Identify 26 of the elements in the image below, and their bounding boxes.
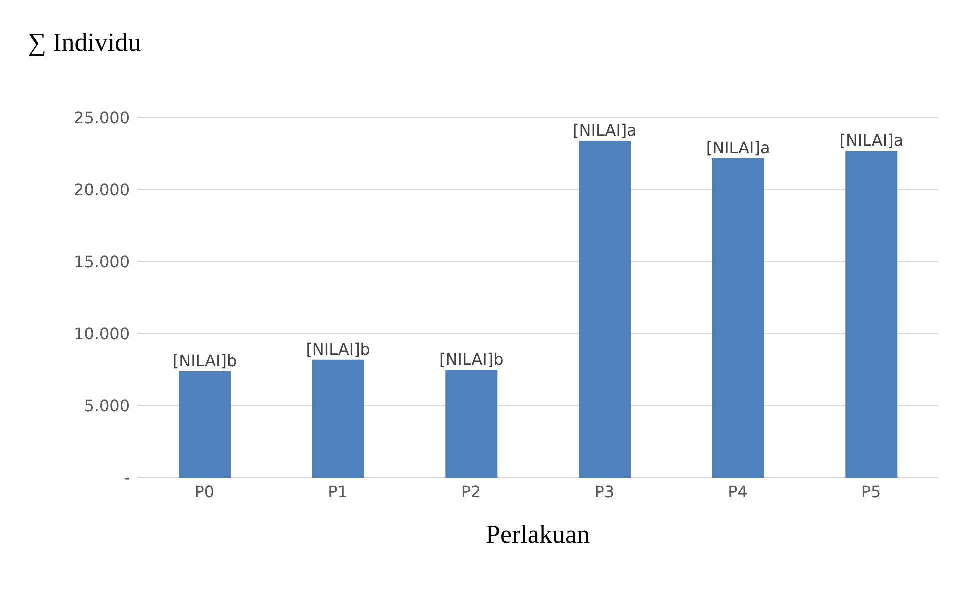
data-label: [NILAI]b (172, 351, 238, 370)
x-tick-label: P2 (461, 482, 482, 502)
y-tick-label: 20.000 (74, 180, 130, 200)
x-tick-label: P4 (728, 482, 748, 502)
y-tick-label: - (124, 468, 130, 488)
x-tick-label: P0 (194, 482, 215, 502)
data-label: [NILAI]a (840, 131, 904, 150)
y-tick-label: 5.000 (84, 396, 130, 416)
x-axis-title: Perlakuan (486, 520, 590, 549)
x-tick-label: P1 (328, 482, 348, 502)
data-label: [NILAI]b (306, 340, 370, 359)
y-axis-title: ∑ Individu (27, 27, 142, 59)
x-tick-label: P5 (861, 482, 882, 502)
y-tick-label: 25.000 (74, 108, 130, 128)
data-label: [NILAI]a (706, 138, 770, 158)
y-tick-label: 15.000 (74, 252, 130, 272)
data-label: [NILAI]b (440, 350, 504, 369)
bar (312, 360, 364, 478)
bar (446, 370, 498, 478)
bar (712, 158, 764, 478)
bar (579, 141, 631, 478)
y-tick-label: 10.000 (74, 324, 130, 344)
bar (179, 371, 231, 478)
bar (846, 151, 898, 478)
x-tick-label: P3 (594, 482, 615, 502)
data-label: [NILAI]a (573, 121, 637, 140)
